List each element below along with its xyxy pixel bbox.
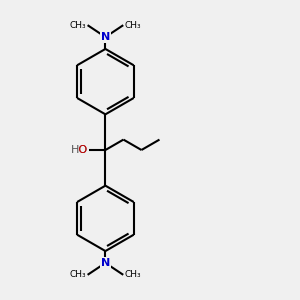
Text: CH₃: CH₃ xyxy=(70,270,86,279)
Text: CH₃: CH₃ xyxy=(125,270,141,279)
Text: N: N xyxy=(101,258,110,268)
Text: CH₃: CH₃ xyxy=(125,21,141,30)
Text: O: O xyxy=(75,145,88,155)
Text: HO: HO xyxy=(70,145,88,155)
Text: N: N xyxy=(101,32,110,42)
Text: CH₃: CH₃ xyxy=(70,21,86,30)
